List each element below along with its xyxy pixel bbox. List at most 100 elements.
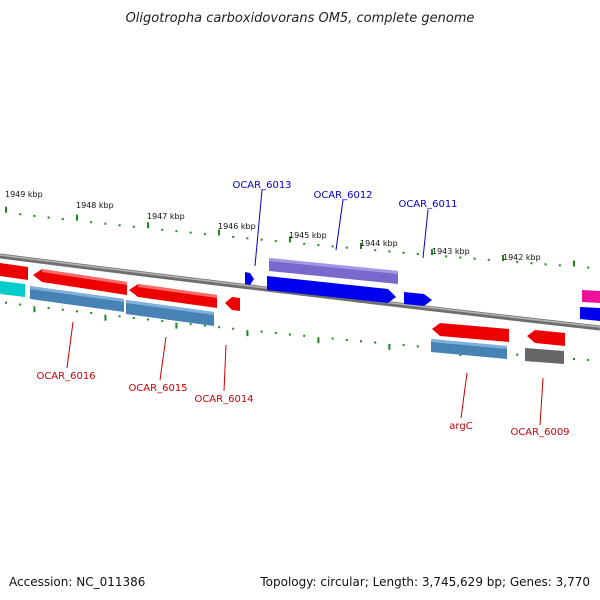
scale-label: 1945 kbp [289,231,327,240]
reverse-gene-arrow-shine [42,269,127,285]
scale-label: 1942 kbp [503,253,541,262]
magenta-feature[interactable] [582,290,600,303]
scale-label: 1944 kbp [360,239,398,248]
label-leader [159,336,167,381]
scale-tick-minor [47,216,50,219]
scale-tick-major [218,229,220,236]
scale-tick-minor [402,344,405,347]
forward-gene-arrow[interactable] [580,307,600,321]
scale-tick-minor [203,324,206,327]
scale-tick-major [317,337,320,344]
reverse-gene-arrow[interactable] [0,263,28,280]
scale-tick-minor [104,222,107,225]
scale-tick-major [147,222,149,229]
reverse-feature-bar-shine [126,300,214,315]
map-title: Oligotropha carboxidovorans OM5, complet… [126,11,475,26]
scale-tick-minor [544,263,547,266]
scale-tick-minor [587,266,590,269]
gene-label[interactable]: argC [449,421,472,432]
scale-tick-minor [331,337,334,340]
forward-gene-arrow[interactable] [404,292,432,306]
topology-summary-text: Topology: circular; Length: 3,745,629 bp… [260,575,590,589]
scale-tick-minor [132,316,135,319]
scale-tick-minor [274,240,277,243]
scale-tick-major [76,214,78,221]
genome-backbone-highlight [0,254,600,328]
gene-label[interactable]: OCAR_6009 [510,427,569,438]
scale-label: 1946 kbp [218,222,256,231]
scale-tick-minor [303,242,306,245]
reverse-feature-bar[interactable] [126,300,214,326]
reverse-gene-arrow[interactable] [225,297,240,311]
label-leader [422,209,429,259]
scale-tick-minor [61,308,64,311]
forward-gene-arrow[interactable] [267,276,396,303]
scale-tick-minor [5,301,7,304]
accession-text: Accession: NC_011386 [9,575,146,589]
scale-tick-major [5,206,7,213]
gene-label[interactable]: OCAR_6014 [194,394,253,405]
scale-tick-major [573,260,575,267]
forward-feature-bar[interactable] [269,258,398,284]
forward-gene-arrow[interactable] [245,272,254,285]
scale-tick-minor [416,252,419,255]
scale-tick-minor [161,320,164,323]
scale-tick-minor [161,228,164,231]
scale-tick-major [246,330,249,337]
label-leader [254,189,263,267]
scale-tick-minor [487,258,490,261]
scale-tick-major [360,242,362,249]
reverse-feature-bar[interactable] [30,286,124,312]
scale-tick-minor [374,249,377,252]
scale-tick-minor [232,327,235,330]
scale-tick-minor [416,345,419,348]
scale-tick-minor [246,237,249,240]
scale-tick-minor [76,310,78,313]
scale-tick-minor [530,262,533,265]
reverse-gene-arrow[interactable] [432,323,509,342]
scale-tick-major [33,306,36,313]
scale-tick-minor [260,330,263,333]
reverse-gene-arrow[interactable] [129,284,217,308]
scale-tick-minor [303,334,306,337]
scale-tick-minor [345,338,348,341]
scale-tick-minor [317,244,320,247]
scale-tick-minor [360,340,362,343]
scale-tick-major [289,236,291,243]
scale-tick-minor [189,231,192,234]
scale-tick-major [502,254,504,261]
gene-label[interactable]: OCAR_6016 [36,371,95,382]
scale-tick-minor [516,353,519,356]
scale-tick-minor [189,323,192,326]
scale-tick-minor [289,333,291,336]
scale-tick-minor [90,312,93,315]
scale-tick-major [388,343,391,350]
scale-tick-minor [459,256,462,259]
scale-tick-minor [402,251,405,254]
label-leader [66,321,74,369]
reverse-feature-bar[interactable] [431,339,507,359]
reverse-feature-bar-shine [30,286,124,302]
scale-tick-minor [331,245,334,248]
reverse-gene-arrow[interactable] [527,330,565,346]
scale-tick-minor [573,357,575,360]
gene-label[interactable]: OCAR_6013 [232,180,291,191]
label-leader [539,377,544,426]
scale-tick-minor [33,214,36,217]
genome-backbone [0,253,600,331]
cyan-feature[interactable] [0,281,25,297]
scale-tick-minor [558,264,561,267]
scale-label: 1943 kbp [432,247,470,256]
scale-tick-minor [445,255,448,258]
scale-tick-minor [345,246,348,249]
scale-tick-minor [147,318,149,321]
scale-tick-minor [118,224,121,227]
gene-label[interactable]: OCAR_6011 [398,199,457,210]
pseudo-feature-bar[interactable] [525,348,564,364]
gene-label[interactable]: OCAR_6015 [128,383,187,394]
scale-tick-minor [260,238,263,241]
reverse-gene-arrow[interactable] [33,269,127,295]
gene-label[interactable]: OCAR_6012 [313,190,372,201]
